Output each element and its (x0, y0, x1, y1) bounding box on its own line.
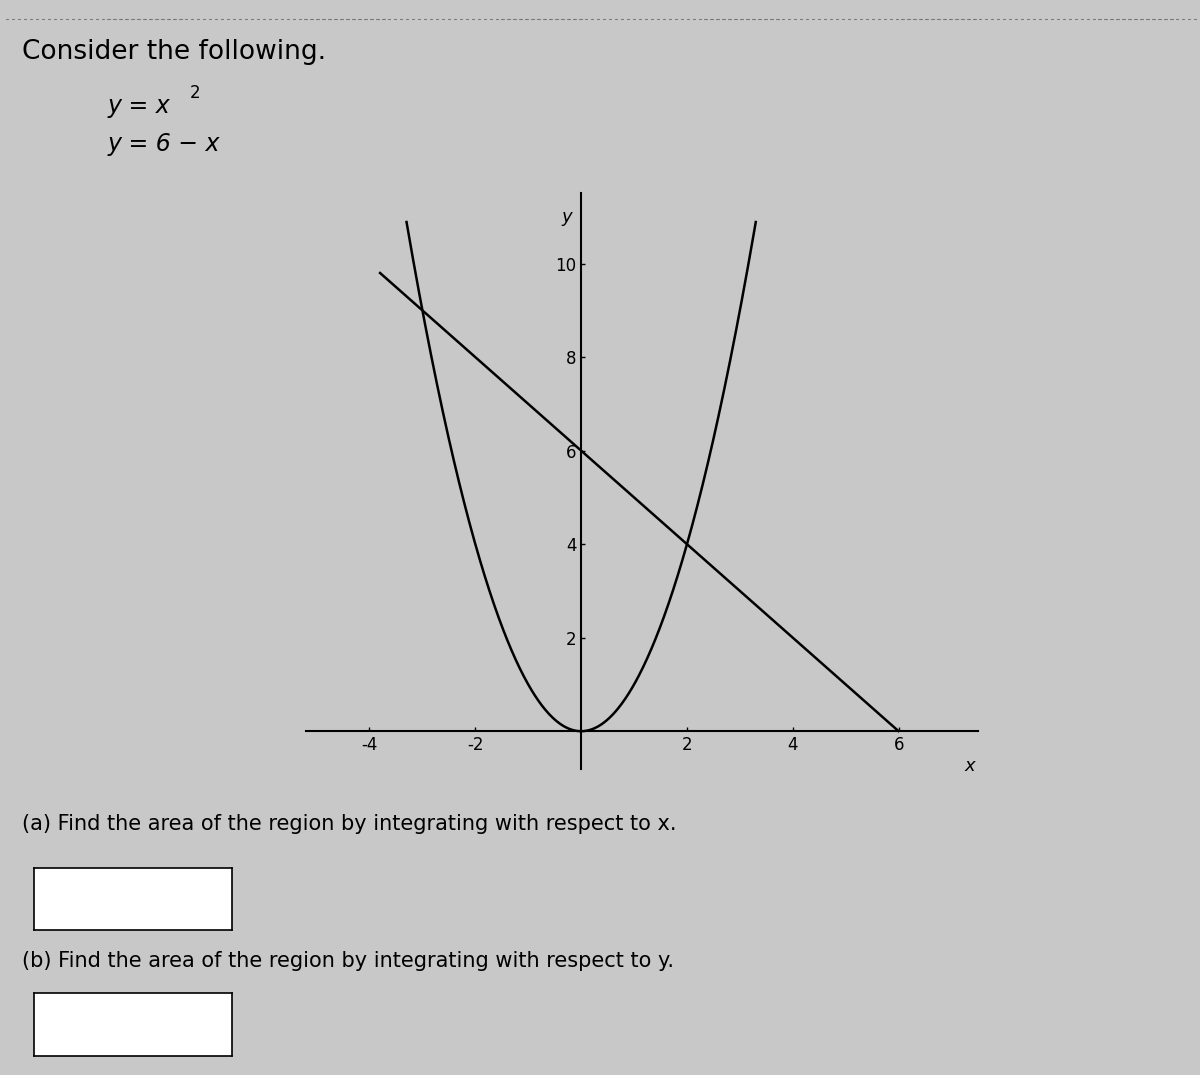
Text: y: y (562, 209, 571, 226)
Text: (b) Find the area of the region by integrating with respect to y.: (b) Find the area of the region by integ… (22, 951, 673, 972)
Text: 2: 2 (190, 84, 200, 102)
Text: x: x (965, 757, 976, 775)
Text: Consider the following.: Consider the following. (22, 39, 325, 64)
Text: (a) Find the area of the region by integrating with respect to x.: (a) Find the area of the region by integ… (22, 814, 676, 834)
Text: y = 6 − x: y = 6 − x (108, 132, 221, 156)
Text: y = x: y = x (108, 94, 170, 117)
